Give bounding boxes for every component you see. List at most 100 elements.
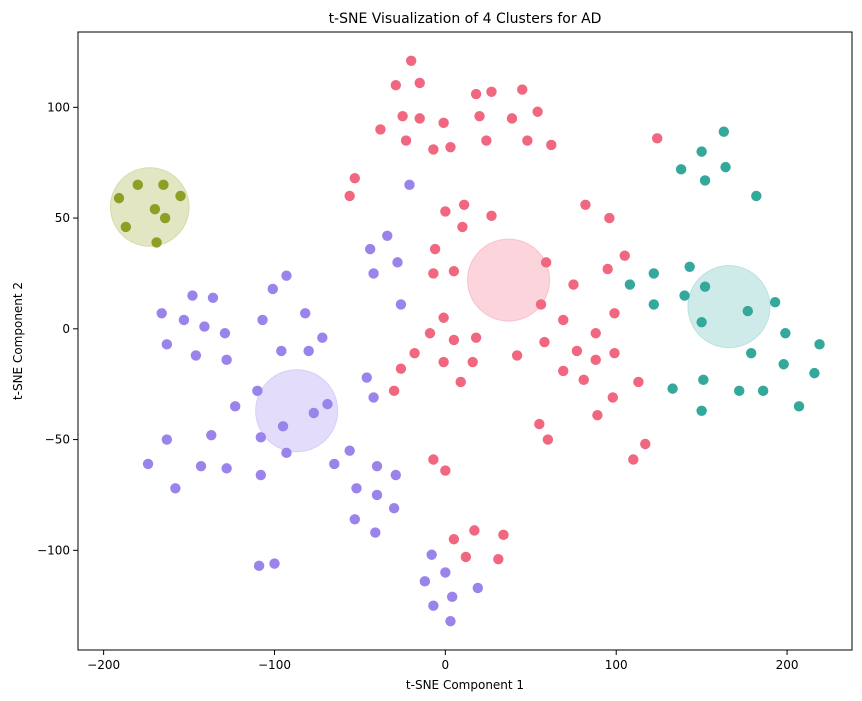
scatter-point-cluster-3 (696, 146, 707, 157)
scatter-point-cluster-3 (648, 299, 660, 310)
scatter-point-cluster-1 (542, 434, 554, 445)
scatter-point-cluster-2 (322, 398, 333, 410)
plot-area-frame (77, 31, 853, 651)
scatter-point-cluster-1 (486, 210, 497, 222)
scatter-point-cluster-3 (624, 279, 636, 290)
scatter-point-cluster-2 (255, 469, 267, 481)
cluster-centroid-circle-3 (687, 265, 771, 349)
scatter-point-cluster-1 (607, 392, 618, 403)
scatter-point-cluster-2 (371, 489, 383, 501)
x-tick-label: 0 (442, 658, 450, 672)
scatter-point-cluster-1 (467, 356, 478, 368)
scatter-point-cluster-1 (568, 279, 579, 290)
scatter-point-cluster-1 (349, 172, 360, 184)
scatter-point-cluster-1 (440, 465, 451, 476)
scatter-point-cluster-2 (221, 463, 232, 474)
scatter-point-cluster-1 (511, 350, 523, 361)
scatter-point-cluster-2 (142, 458, 154, 470)
y-tick-label: 50 (55, 211, 70, 225)
scatter-point-cluster-1 (535, 299, 547, 310)
scatter-point-cluster-2 (344, 445, 355, 456)
cluster-centroid-circle-4 (109, 167, 190, 247)
scatter-point-cluster-1 (578, 374, 589, 385)
scatter-point-cluster-3 (745, 347, 757, 359)
scatter-point-cluster-1 (640, 438, 651, 450)
scatter-point-cluster-1 (580, 199, 591, 210)
scatter-point-cluster-3 (793, 401, 805, 412)
scatter-point-cluster-3 (648, 268, 660, 279)
scatter-point-cluster-3 (809, 367, 820, 379)
scatter-point-cluster-1 (619, 250, 630, 261)
scatter-point-cluster-1 (534, 418, 545, 430)
scatter-point-cluster-2 (219, 328, 231, 339)
scatter-point-cluster-4 (120, 221, 132, 233)
scatter-point-cluster-2 (392, 257, 403, 268)
scatter-point-cluster-2 (426, 549, 437, 560)
scatter-point-cluster-1 (604, 212, 615, 224)
scatter-point-cluster-1 (424, 328, 436, 339)
scatter-point-cluster-2 (361, 372, 372, 383)
scatter-point-cluster-2 (368, 268, 379, 279)
scatter-point-cluster-3 (742, 305, 753, 317)
scatter-point-cluster-1 (395, 363, 407, 374)
scatter-point-cluster-1 (397, 110, 408, 122)
x-tick-label: 200 (776, 658, 799, 672)
scatter-point-cluster-1 (493, 553, 504, 565)
scatter-point-cluster-3 (698, 374, 709, 385)
scatter-point-cluster-1 (539, 336, 550, 348)
scatter-point-cluster-2 (300, 308, 311, 319)
y-tick-label: −50 (45, 433, 70, 447)
scatter-point-cluster-2 (317, 332, 328, 343)
scatter-point-cluster-1 (458, 199, 470, 210)
scatter-point-cluster-1 (590, 328, 601, 339)
scatter-point-cluster-2 (255, 432, 267, 443)
scatter-point-cluster-2 (206, 429, 217, 441)
scatter-point-cluster-2 (371, 460, 383, 472)
cluster-centroid-circle-2 (255, 369, 339, 453)
scatter-point-cluster-3 (769, 297, 781, 308)
scatter-point-cluster-2 (199, 321, 210, 332)
scatter-point-cluster-1 (558, 365, 569, 377)
scatter-point-cluster-3 (734, 385, 745, 397)
scatter-point-cluster-1 (571, 345, 583, 357)
scatter-point-cluster-2 (390, 469, 402, 481)
scatter-point-cluster-1 (440, 206, 451, 217)
scatter-point-cluster-1 (469, 525, 480, 536)
scatter-point-cluster-1 (388, 385, 400, 397)
scatter-point-cluster-3 (720, 161, 731, 173)
scatter-point-cluster-2 (349, 514, 360, 525)
scatter-point-cluster-2 (252, 385, 263, 397)
scatter-point-cluster-2 (161, 339, 173, 350)
scatter-point-cluster-4 (158, 179, 169, 191)
scatter-point-cluster-1 (448, 266, 460, 277)
scatter-point-cluster-2 (364, 243, 376, 255)
scatter-point-cluster-1 (602, 263, 613, 275)
y-axis-label: t-SNE Component 2 (11, 282, 25, 400)
scatter-point-cluster-1 (517, 84, 528, 95)
scatter-point-cluster-1 (546, 139, 557, 151)
scatter-point-cluster-2 (303, 345, 314, 357)
scatter-point-cluster-1 (633, 376, 644, 388)
scatter-point-cluster-1 (438, 117, 449, 129)
scatter-point-cluster-1 (474, 110, 485, 122)
scatter-point-cluster-1 (558, 314, 569, 326)
scatter-point-cluster-2 (351, 483, 362, 494)
y-tick-label: 0 (62, 322, 70, 336)
cluster-centroid-circle-1 (467, 238, 551, 322)
scatter-point-cluster-1 (455, 376, 466, 388)
scatter-point-cluster-2 (428, 600, 439, 611)
scatter-point-cluster-1 (470, 88, 482, 100)
scatter-point-cluster-2 (281, 447, 292, 459)
scatter-point-cluster-2 (370, 527, 381, 538)
scatter-point-cluster-2 (195, 460, 207, 472)
scatter-point-cluster-1 (428, 268, 439, 279)
scatter-point-cluster-3 (780, 328, 791, 339)
x-tick-label: −100 (258, 658, 291, 672)
scatter-point-cluster-3 (696, 405, 707, 416)
scatter-point-cluster-2 (445, 616, 456, 627)
scatter-point-cluster-1 (429, 243, 441, 255)
scatter-point-cluster-2 (178, 314, 190, 326)
scatter-point-cluster-2 (419, 576, 431, 587)
scatter-point-cluster-2 (281, 270, 292, 281)
